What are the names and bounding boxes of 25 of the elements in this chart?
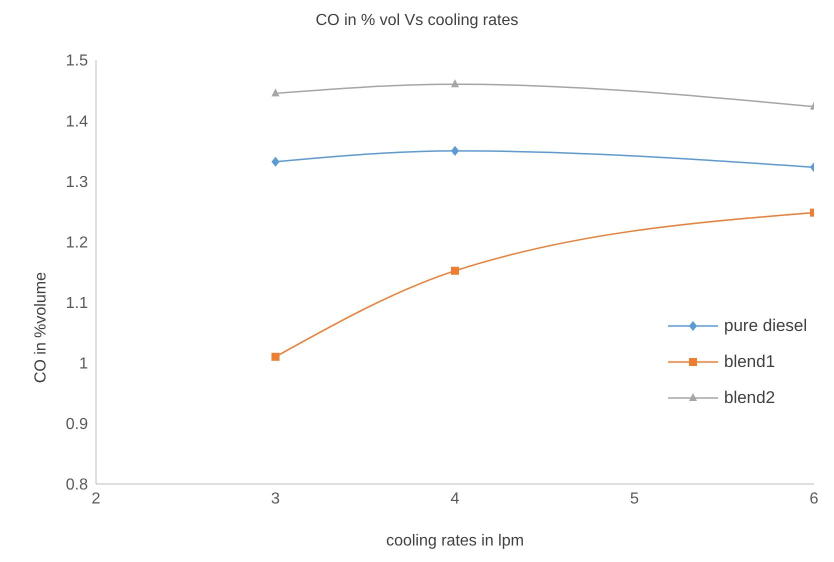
point: [272, 352, 280, 361]
legend-label: blend1: [724, 352, 776, 372]
point: [272, 156, 280, 167]
x-tick-label: 2: [92, 490, 101, 508]
x-tick-label: 4: [450, 490, 460, 508]
y-tick-label: 1.1: [66, 294, 88, 312]
x-tick-label: 5: [630, 490, 640, 508]
point: [272, 88, 280, 96]
point: [451, 266, 459, 275]
chart-title: CO in % vol Vs cooling rates: [314, 12, 520, 30]
y-tick-label: 1: [79, 356, 88, 373]
x-tick-label: 6: [810, 490, 819, 508]
point: [451, 79, 459, 88]
legend-label: pure diesel: [724, 316, 808, 336]
y-tick-label: 1.4: [66, 113, 88, 130]
y-tick-label: 0.9: [66, 416, 88, 434]
x-tick-label: 3: [271, 490, 280, 508]
x-axis-title: cooling rates in lpm: [386, 532, 524, 550]
y-tick-label: 1.2: [66, 234, 88, 252]
y-tick-label: 0.8: [66, 476, 88, 494]
y-tick-label: 1.3: [66, 174, 88, 191]
y-axis-title: CO in %volume: [32, 272, 50, 384]
point: [451, 146, 459, 156]
y-tick-label: 1.5: [66, 52, 88, 70]
legend-label: blend2: [724, 388, 776, 408]
